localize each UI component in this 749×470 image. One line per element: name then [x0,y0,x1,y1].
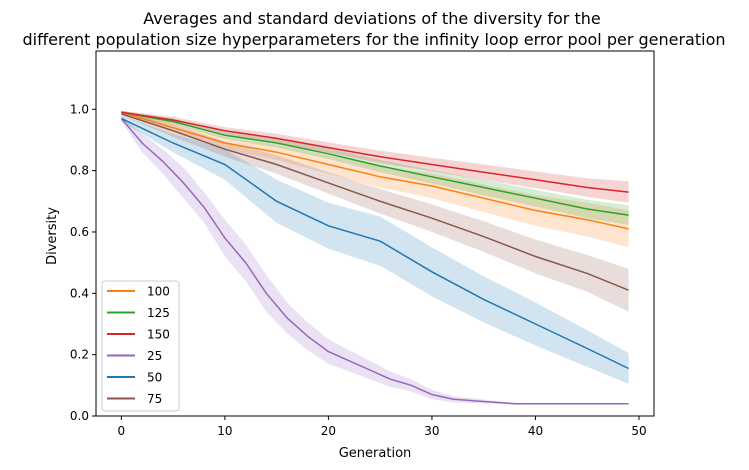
legend: 100 125 150 25 50 75 [101,280,180,412]
chart-title-line1: Averages and standard deviations of the … [143,9,600,28]
legend-box [101,280,180,412]
y-axis-ticks: 0.0 0.2 0.4 0.6 0.8 1.0 [70,102,96,423]
chart-title-line2: different population size hyperparameter… [23,30,726,49]
y-tick-label: 0.2 [70,348,89,362]
mean-line-100 [121,111,629,230]
x-tick-label: 50 [631,424,646,438]
std-band-50 [121,115,629,384]
mean-line-125 [121,111,629,216]
x-tick-label: 20 [321,424,336,438]
y-tick-label: 0.4 [70,286,89,300]
x-tick-label: 30 [424,424,439,438]
legend-label-50: 50 [147,371,162,385]
y-tick-label: 1.0 [70,102,89,116]
mean-line-150 [121,111,629,193]
x-tick-label: 0 [118,424,126,438]
legend-label-100: 100 [147,285,170,299]
y-tick-label: 0.6 [70,225,89,239]
legend-label-150: 150 [147,328,170,342]
legend-label-125: 125 [147,306,170,320]
mean-line-75 [121,113,629,291]
legend-label-75: 75 [147,392,162,406]
mean-line-50 [121,117,629,370]
plot-area [95,50,655,417]
x-axis-label: Generation [339,446,412,461]
mean-lines [120,111,629,405]
std-band-75 [121,112,629,312]
y-axis-label: Diversity [45,207,60,265]
legend-label-25: 25 [147,349,162,363]
x-axis-ticks: 0 10 20 30 40 50 [118,416,647,438]
x-tick-label: 40 [528,424,543,438]
axes-frame [95,50,655,417]
x-tick-label: 10 [217,424,232,438]
std-band-100 [121,110,629,248]
std-bands [121,110,629,405]
mean-line-25 [120,118,629,405]
y-tick-label: 0.8 [70,164,89,178]
y-tick-label: 0.0 [70,409,89,423]
